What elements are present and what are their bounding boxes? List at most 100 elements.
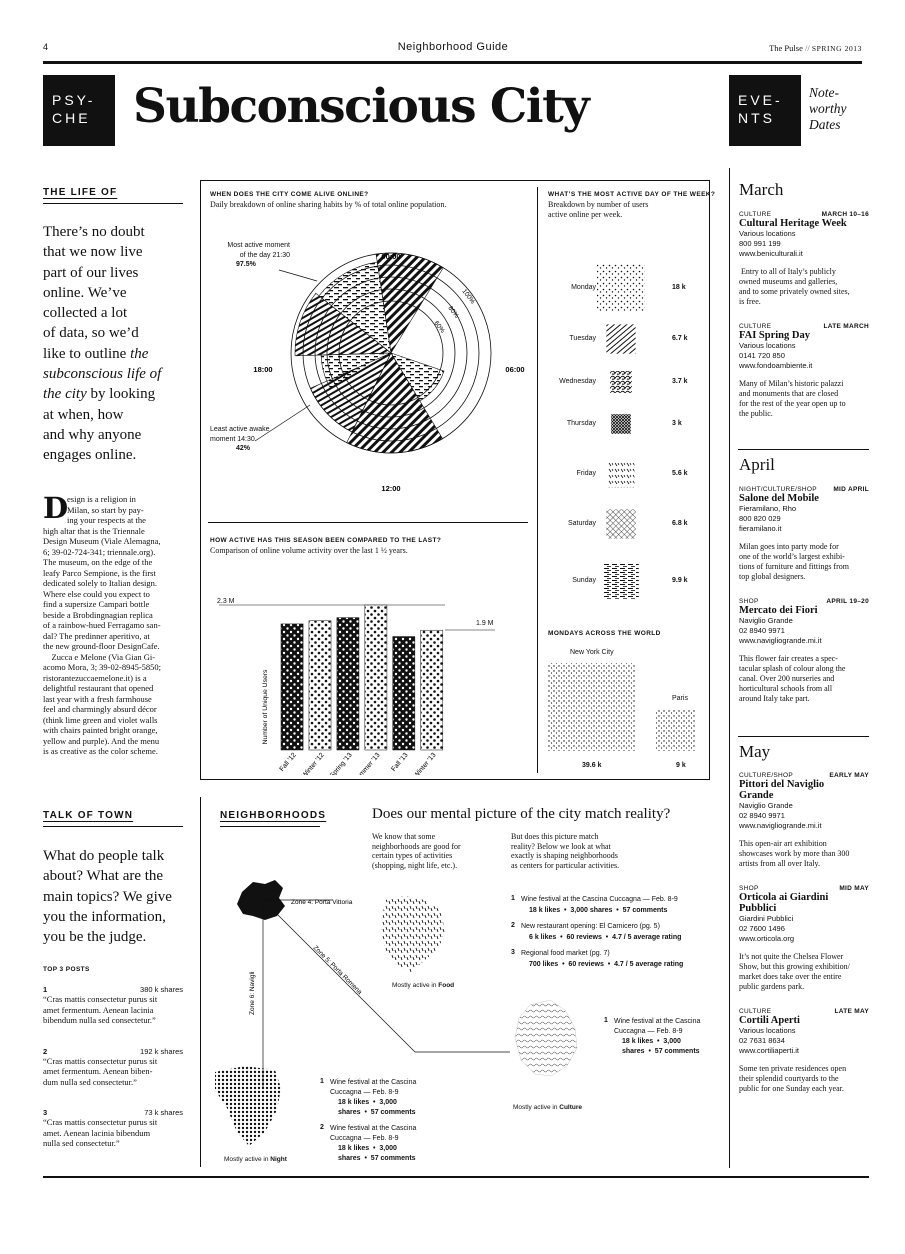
activity-rank: 2: [320, 1124, 324, 1131]
season-tick-label: Winter '13: [413, 752, 438, 775]
radial-title: WHEN DOES THE CITY COME ALIVE ONLINE?: [210, 191, 369, 198]
season-bar: [392, 636, 416, 751]
weekday-texture: [610, 371, 632, 393]
talk-heading: TALK OF TOWN: [43, 810, 134, 821]
hour-left: 18:00: [253, 365, 272, 374]
most-active-label: Most active moment of the day 21:30: [227, 242, 290, 259]
season-chart: Fall '12 Winter '12 Spring '13 Summer '13 Fa…: [219, 604, 495, 775]
season-end-label: 1.9 M: [476, 620, 494, 627]
event-name: Grande: [739, 790, 774, 801]
event-desc: This flower fair creates a spec-tacular …: [739, 654, 846, 703]
event-info: Various locations 800 991 199 www.benicult…: [739, 229, 803, 258]
body-line: with chairs painted bright orange,: [43, 725, 158, 735]
event-name: Pittori del Naviglio: [739, 779, 825, 790]
body-line: feel and charmingly absurd décor: [43, 704, 157, 714]
weekday-value: 9.9 k: [672, 577, 688, 584]
radial-subtitle: Daily breakdown of online sharing habits…: [210, 200, 447, 209]
hour-bottom: 12:00: [381, 484, 400, 493]
least-active-label: Least active awake moment 14:30: [210, 426, 270, 443]
activity-item: 1 Wine festival at the Cascina Cuccagna — …: [320, 1078, 450, 1117]
night-caption: Mostly active in Night: [224, 1156, 287, 1163]
season-bar: [280, 623, 304, 751]
food-items: 1 Wine festival at the Cascina Cuccagna —…: [511, 895, 721, 976]
night-items: 1 Wine festival at the Cascina Cuccagna — …: [320, 1078, 450, 1170]
weekday-label: Monday: [571, 284, 596, 291]
event-name: Cultural Heritage Week: [739, 218, 847, 229]
life-body: D esign is a religion in Milan, so start …: [43, 493, 193, 757]
body-line: find a supersize Campari bottle: [43, 599, 150, 609]
body-line: dedicated solely to Italian design.: [43, 578, 158, 588]
event-item: NIGHT/CULTURE/SHOP MID APRIL Salone del Mo…: [739, 486, 869, 582]
body-line: yellow and purple). And the menu: [43, 735, 160, 746]
body-line: the new ground-floor DesignCafe.: [43, 641, 160, 651]
body-line: 6; 39-02-724-341; triennale.org).: [43, 546, 156, 557]
ring-100: 100%: [460, 288, 476, 306]
page-title: Subconscious City: [133, 79, 590, 134]
events-may: CULTURE/SHOP EARLY MAY Pittori del Navigli…: [739, 772, 869, 1094]
body-line: delightful restaurant that opened: [43, 683, 154, 693]
radial-segment: [309, 352, 392, 433]
activity-stats: 18 k likes • 3,000 shares • 57 comments: [338, 1145, 416, 1162]
season-tick-label: Fall '13: [390, 752, 409, 773]
zone5-label: Zone 5: Porta Romena: [312, 944, 364, 996]
event-item: CULTURE LATE MAY Cortili Aperti Various loc…: [739, 1008, 869, 1094]
activity-title: New restaurant opening: El Carnicero (pg…: [521, 923, 660, 930]
body-line: Zucca e Melone (Via Gian Gi-: [43, 651, 156, 662]
activity-rank: 1: [320, 1078, 324, 1085]
activity-rank: 1: [511, 895, 515, 902]
event-info: Various locations 02 7631 8634 www.cortili…: [739, 1026, 800, 1055]
activity-title: Cuccagna — Feb. 8-9: [330, 1088, 399, 1096]
weekday-value: 5.6 k: [672, 470, 688, 477]
activity-title: Wine festival at the Cascina: [614, 1018, 701, 1025]
city-nyc: New York City: [570, 649, 614, 656]
infographic-box: [200, 180, 710, 780]
events-april: NIGHT/CULTURE/SHOP MID APRIL Salone del Mo…: [739, 486, 869, 704]
event-info: Naviglio Grande 02 8940 9971 www.navigliog…: [739, 801, 822, 830]
activity-rank: 3: [511, 949, 515, 956]
event-name: Orticola ai Giardini: [739, 892, 829, 903]
body-line: last year with a fresh farmhouse: [43, 693, 152, 704]
nyc-value: 39.6 k: [582, 762, 602, 769]
nyc-texture: [548, 663, 635, 751]
hour-right: 06:00: [505, 365, 524, 374]
activity-stats: 700 likes • 60 reviews • 4.7 / 5 average…: [529, 960, 684, 968]
publication-info: The Pulse // SPRING 2013: [769, 43, 862, 53]
season-max-label: 2.3 M: [217, 598, 235, 605]
activity-title: Cuccagna — Feb. 8-9: [614, 1027, 683, 1035]
activity-item: 3 Regional food market (pg. 7) 700 likes •…: [511, 949, 721, 969]
weekday-label: Sunday: [572, 577, 596, 584]
hoods-heading: NEIGHBORHOODS: [220, 810, 327, 821]
life-lead: There’s no doubt that we now live part o…: [43, 224, 162, 464]
weekday-title: WHAT’S THE MOST ACTIVE DAY OF THE WEEK?: [548, 191, 716, 198]
culture-caption: Mostly active in Culture: [513, 1104, 582, 1111]
body-line: (think lime green and violet walls: [43, 714, 158, 725]
event-item: CULTURE LATE MARCH FAI Spring Day Various l…: [739, 323, 869, 419]
post-rank: 1: [43, 985, 48, 994]
body-line: dal? The predinner aperitivo, at: [43, 630, 150, 641]
activity-item: 2 New restaurant opening: El Carnicero (p…: [511, 922, 721, 942]
food-caption: Mostly active in Food: [392, 982, 455, 989]
body-line: acomo Mora, 3; 39-02-8945-5850;: [43, 662, 162, 672]
body-line: of a rainbow-hued Ferragamo san-: [43, 620, 161, 630]
season-tick-label: Winter '12: [301, 752, 326, 775]
body-line: is as creative as the color scheme.: [43, 746, 158, 756]
radial-segment: [346, 352, 443, 454]
event-name: Mercato dei Fiori: [739, 605, 818, 616]
event-item: SHOP APRIL 19–20 Mercato dei Fiori Naviglio…: [739, 598, 869, 704]
month-march: March: [739, 180, 784, 199]
event-info: Naviglio Grande 02 8940 9971 www.navigliog…: [739, 616, 822, 645]
event-desc: Some ten private residences open their sp…: [739, 1064, 847, 1093]
radial-chart: 00:00 06:00 12:00 18:00 100% 80% 60%: [253, 252, 524, 493]
post-item: 1 380 k shares “Cras mattis consectetur pu…: [43, 985, 183, 1026]
event-item: CULTURE/SHOP EARLY MAY Pittori del Navigli…: [739, 772, 869, 869]
post-shares: 73 k shares: [144, 1108, 183, 1117]
activity-rank: 2: [511, 922, 515, 929]
top-posts: 1 380 k shares “Cras mattis consectetur pu…: [43, 985, 183, 1149]
event-item: CULTURE MARCH 10–16 Cultural Heritage Week…: [739, 211, 869, 307]
event-desc: Milan goes into party mode for one of the…: [739, 542, 849, 581]
psyche-badge: PSY- CHE: [43, 75, 115, 146]
body-line: leafy Parco Sempione, is the first: [43, 567, 156, 578]
season-ylabel: Number of Unique Users: [262, 669, 269, 744]
event-desc: It’s not quite the Chelsea Flower Show, b…: [739, 952, 850, 991]
least-active-value: 42%: [236, 445, 251, 452]
